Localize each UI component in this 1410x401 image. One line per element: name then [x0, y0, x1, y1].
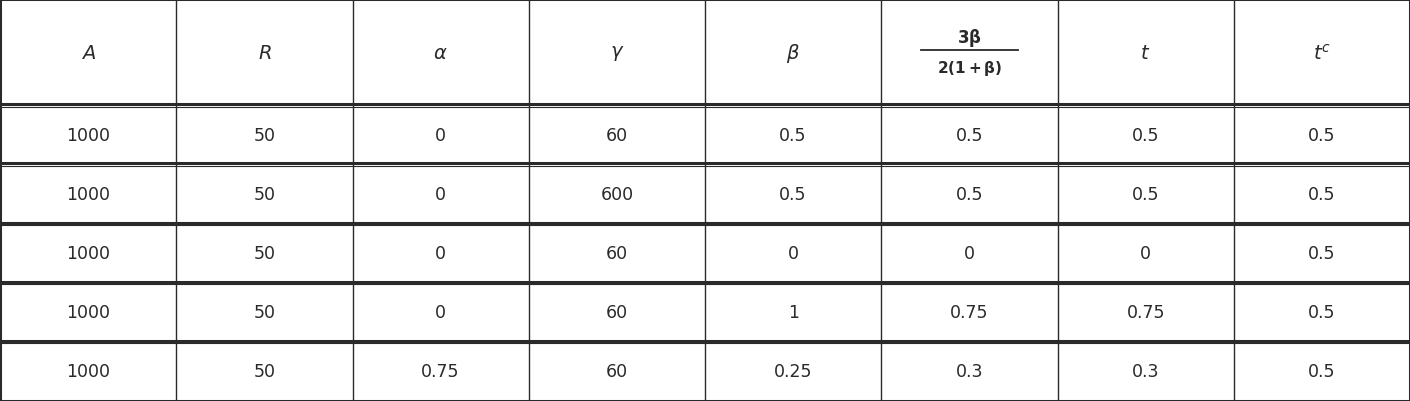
Text: 0.5: 0.5 [1132, 186, 1159, 204]
Text: 0.5: 0.5 [1308, 127, 1335, 145]
Text: 0.75: 0.75 [422, 363, 460, 381]
Text: 0: 0 [964, 245, 974, 263]
Text: $\mathit{t}$: $\mathit{t}$ [1141, 44, 1151, 63]
Text: 0.75: 0.75 [1127, 304, 1165, 322]
Text: $\mathbf{3\beta}$: $\mathbf{3\beta}$ [957, 27, 981, 49]
Text: 0: 0 [436, 127, 446, 145]
Text: 50: 50 [254, 186, 275, 204]
Text: 0.5: 0.5 [1308, 304, 1335, 322]
Text: 1: 1 [788, 304, 798, 322]
Text: $\mathit{t}^{c}$: $\mathit{t}^{c}$ [1313, 43, 1331, 63]
Text: 0.5: 0.5 [956, 186, 983, 204]
Text: 1000: 1000 [66, 127, 110, 145]
Text: 600: 600 [601, 186, 633, 204]
Text: 0.25: 0.25 [774, 363, 812, 381]
Text: 50: 50 [254, 363, 275, 381]
Text: 60: 60 [606, 127, 627, 145]
Text: 60: 60 [606, 245, 627, 263]
Text: 0.75: 0.75 [950, 304, 988, 322]
Text: 50: 50 [254, 245, 275, 263]
Text: 0: 0 [436, 186, 446, 204]
Text: $\mathit{\alpha}$: $\mathit{\alpha}$ [433, 44, 448, 63]
Text: 50: 50 [254, 304, 275, 322]
Text: 60: 60 [606, 363, 627, 381]
Text: 60: 60 [606, 304, 627, 322]
Text: $\mathit{A}$: $\mathit{A}$ [80, 44, 96, 63]
Text: 1000: 1000 [66, 304, 110, 322]
Text: 0.5: 0.5 [780, 186, 807, 204]
Text: 0.5: 0.5 [780, 127, 807, 145]
Text: 0.5: 0.5 [1308, 245, 1335, 263]
Text: 0.5: 0.5 [1308, 363, 1335, 381]
Text: 0.3: 0.3 [956, 363, 983, 381]
Text: 50: 50 [254, 127, 275, 145]
Text: $\mathbf{2(1+\beta)}$: $\mathbf{2(1+\beta)}$ [936, 59, 1003, 78]
Text: $\mathit{\beta}$: $\mathit{\beta}$ [787, 42, 799, 65]
Text: 1000: 1000 [66, 363, 110, 381]
Text: 0: 0 [788, 245, 798, 263]
Text: $\mathit{R}$: $\mathit{R}$ [258, 44, 271, 63]
Text: 0.5: 0.5 [956, 127, 983, 145]
Text: 0.3: 0.3 [1132, 363, 1159, 381]
Text: 0: 0 [436, 304, 446, 322]
Text: $\mathit{\gamma}$: $\mathit{\gamma}$ [609, 44, 625, 63]
Text: 0: 0 [1141, 245, 1151, 263]
Text: 0.5: 0.5 [1132, 127, 1159, 145]
Text: 0.5: 0.5 [1308, 186, 1335, 204]
Text: 0: 0 [436, 245, 446, 263]
Text: 1000: 1000 [66, 245, 110, 263]
Text: 1000: 1000 [66, 186, 110, 204]
